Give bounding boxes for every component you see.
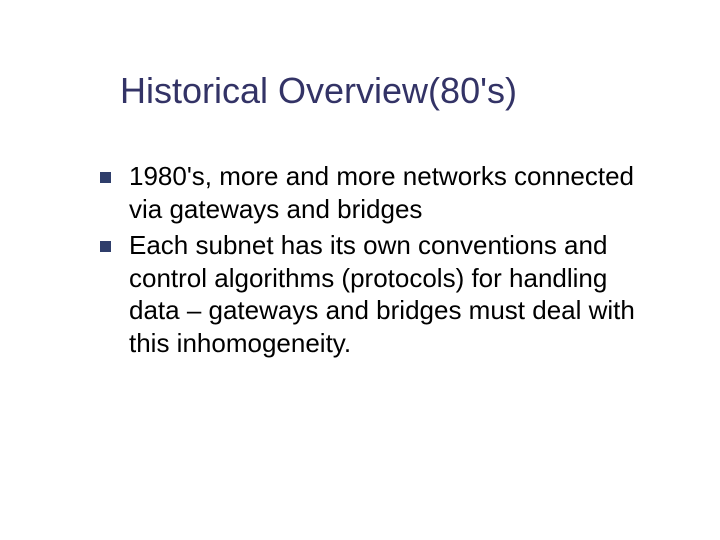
slide: Historical Overview(80's) 1980's, more a…: [0, 0, 720, 540]
list-item: Each subnet has its own conventions and …: [100, 229, 660, 359]
list-item: 1980's, more and more networks connected…: [100, 160, 660, 225]
slide-title: Historical Overview(80's): [120, 70, 680, 112]
bullet-icon: [100, 172, 111, 183]
slide-body: 1980's, more and more networks connected…: [100, 160, 660, 363]
bullet-icon: [100, 241, 111, 252]
bullet-text: Each subnet has its own conventions and …: [129, 229, 660, 359]
bullet-text: 1980's, more and more networks connected…: [129, 160, 660, 225]
